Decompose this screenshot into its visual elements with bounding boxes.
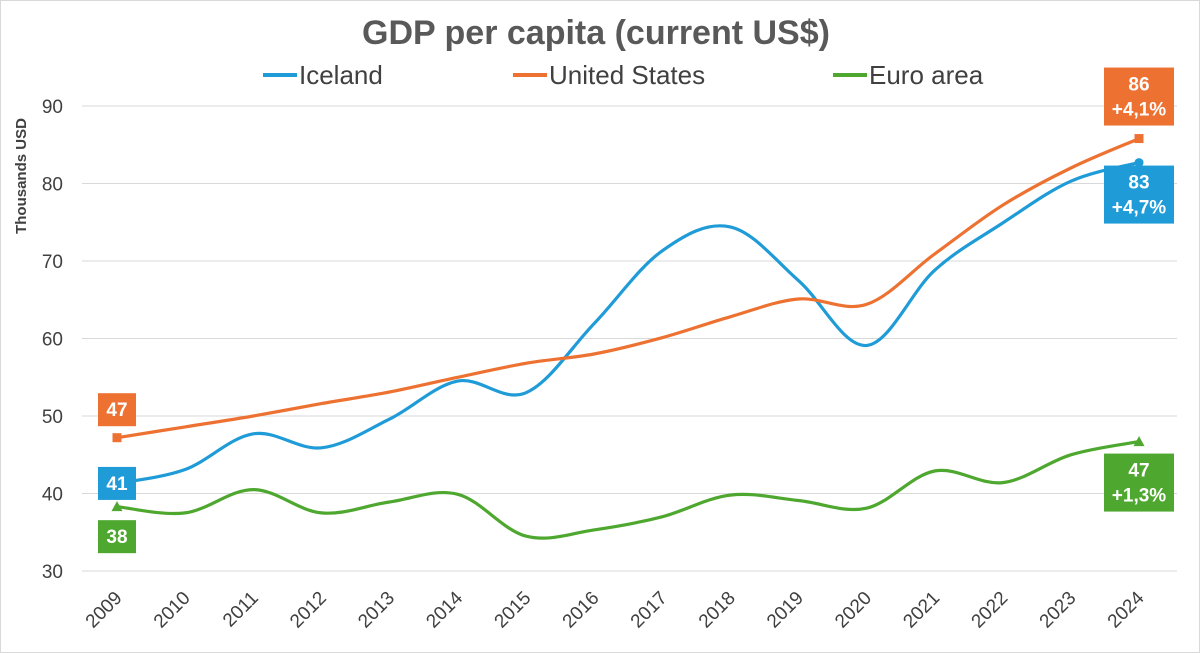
x-tick-label: 2019 xyxy=(763,588,808,633)
data-label-iceland: +4,7% xyxy=(1112,198,1167,219)
callout-united-states: 86 +4,1% xyxy=(1104,67,1174,126)
y-tick-label: 70 xyxy=(42,252,63,273)
series-line-euro-area[interactable] xyxy=(116,440,1140,540)
callout-iceland: 83 +4,7% xyxy=(1104,165,1174,224)
series-line-united-states[interactable] xyxy=(116,137,1140,440)
callout-box-iceland xyxy=(1104,165,1174,224)
x-tick-label: 2011 xyxy=(219,588,263,632)
x-tick-label: 2022 xyxy=(968,588,1013,633)
data-label-euro-area: 47 xyxy=(1128,461,1149,482)
x-tick-label: 2016 xyxy=(559,588,604,633)
x-tick-label: 2023 xyxy=(1036,588,1081,633)
data-point-united-states[interactable] xyxy=(112,433,122,443)
y-tick-label: 40 xyxy=(42,485,63,506)
x-tick-label: 2014 xyxy=(422,587,467,632)
data-label-euro-area: 38 xyxy=(106,527,127,548)
callout-box-iceland xyxy=(98,466,136,500)
x-tick-label: 2024 xyxy=(1104,587,1149,632)
data-label-iceland: 41 xyxy=(106,474,128,495)
x-tick-label: 2012 xyxy=(286,588,331,633)
data-label-united-states: 86 xyxy=(1128,75,1149,96)
y-tick-label: 60 xyxy=(42,330,63,351)
data-point-iceland[interactable] xyxy=(1134,158,1144,168)
legend-label-united-states: United States xyxy=(549,60,705,90)
callout-euro-area: 38 xyxy=(98,520,136,554)
data-label-euro-area: +1,3% xyxy=(1112,486,1167,507)
callout-box-euro-area xyxy=(1104,453,1174,512)
callout-box-euro-area xyxy=(98,520,136,554)
x-tick-label: 2018 xyxy=(695,588,740,633)
x-tick-label: 2009 xyxy=(82,588,127,633)
data-label-united-states: 47 xyxy=(106,400,127,421)
legend-label-euro-area: Euro area xyxy=(869,60,984,90)
x-tick-label: 2015 xyxy=(491,588,536,633)
data-label-united-states: +4,1% xyxy=(1112,100,1167,121)
data-point-united-states[interactable] xyxy=(1134,134,1144,144)
x-tick-label: 2017 xyxy=(627,588,672,633)
series-layer xyxy=(111,134,1145,540)
x-tick-label: 2021 xyxy=(899,588,944,633)
y-axis-label: Thousands USD xyxy=(13,118,30,234)
series-line-iceland[interactable] xyxy=(116,161,1140,485)
x-tick-label: 2010 xyxy=(150,588,195,633)
callout-box-united-states xyxy=(1104,67,1174,126)
legend-item-united-states[interactable]: United States xyxy=(513,60,705,90)
y-tick-label: 50 xyxy=(42,407,63,428)
x-tick-label: 2013 xyxy=(354,588,399,633)
data-point-euro-area[interactable] xyxy=(1133,436,1145,447)
y-tick-label: 80 xyxy=(42,175,63,196)
legend-item-iceland[interactable]: Iceland xyxy=(263,60,383,90)
data-point-euro-area[interactable] xyxy=(111,501,123,512)
gridlines xyxy=(82,105,1177,572)
x-axis-ticks: 2009 2010 2011 2012 2013 2014 2015 2016 2017 2018… xyxy=(82,587,1149,632)
legend-label-iceland: Iceland xyxy=(299,60,383,90)
callout-united-states: 47 xyxy=(98,393,136,427)
legend-item-euro-area[interactable]: Euro area xyxy=(833,60,984,90)
callout-iceland: 41 xyxy=(98,466,136,500)
chart-title: GDP per capita (current US$) xyxy=(362,14,830,52)
callout-euro-area: 47 +1,3% xyxy=(1104,453,1174,512)
y-axis-ticks: 30 40 50 60 70 80 90 xyxy=(42,97,63,583)
callout-layer: 41 83 +4,7% 47 86 +4,1% 38 47 +1,3% xyxy=(98,67,1174,554)
legend: Iceland United States Euro area xyxy=(263,60,984,90)
x-tick-label: 2020 xyxy=(831,588,876,633)
data-label-iceland: 83 xyxy=(1128,173,1149,194)
y-tick-label: 30 xyxy=(42,562,63,583)
callout-box-united-states xyxy=(98,393,136,427)
y-tick-label: 90 xyxy=(42,97,63,118)
